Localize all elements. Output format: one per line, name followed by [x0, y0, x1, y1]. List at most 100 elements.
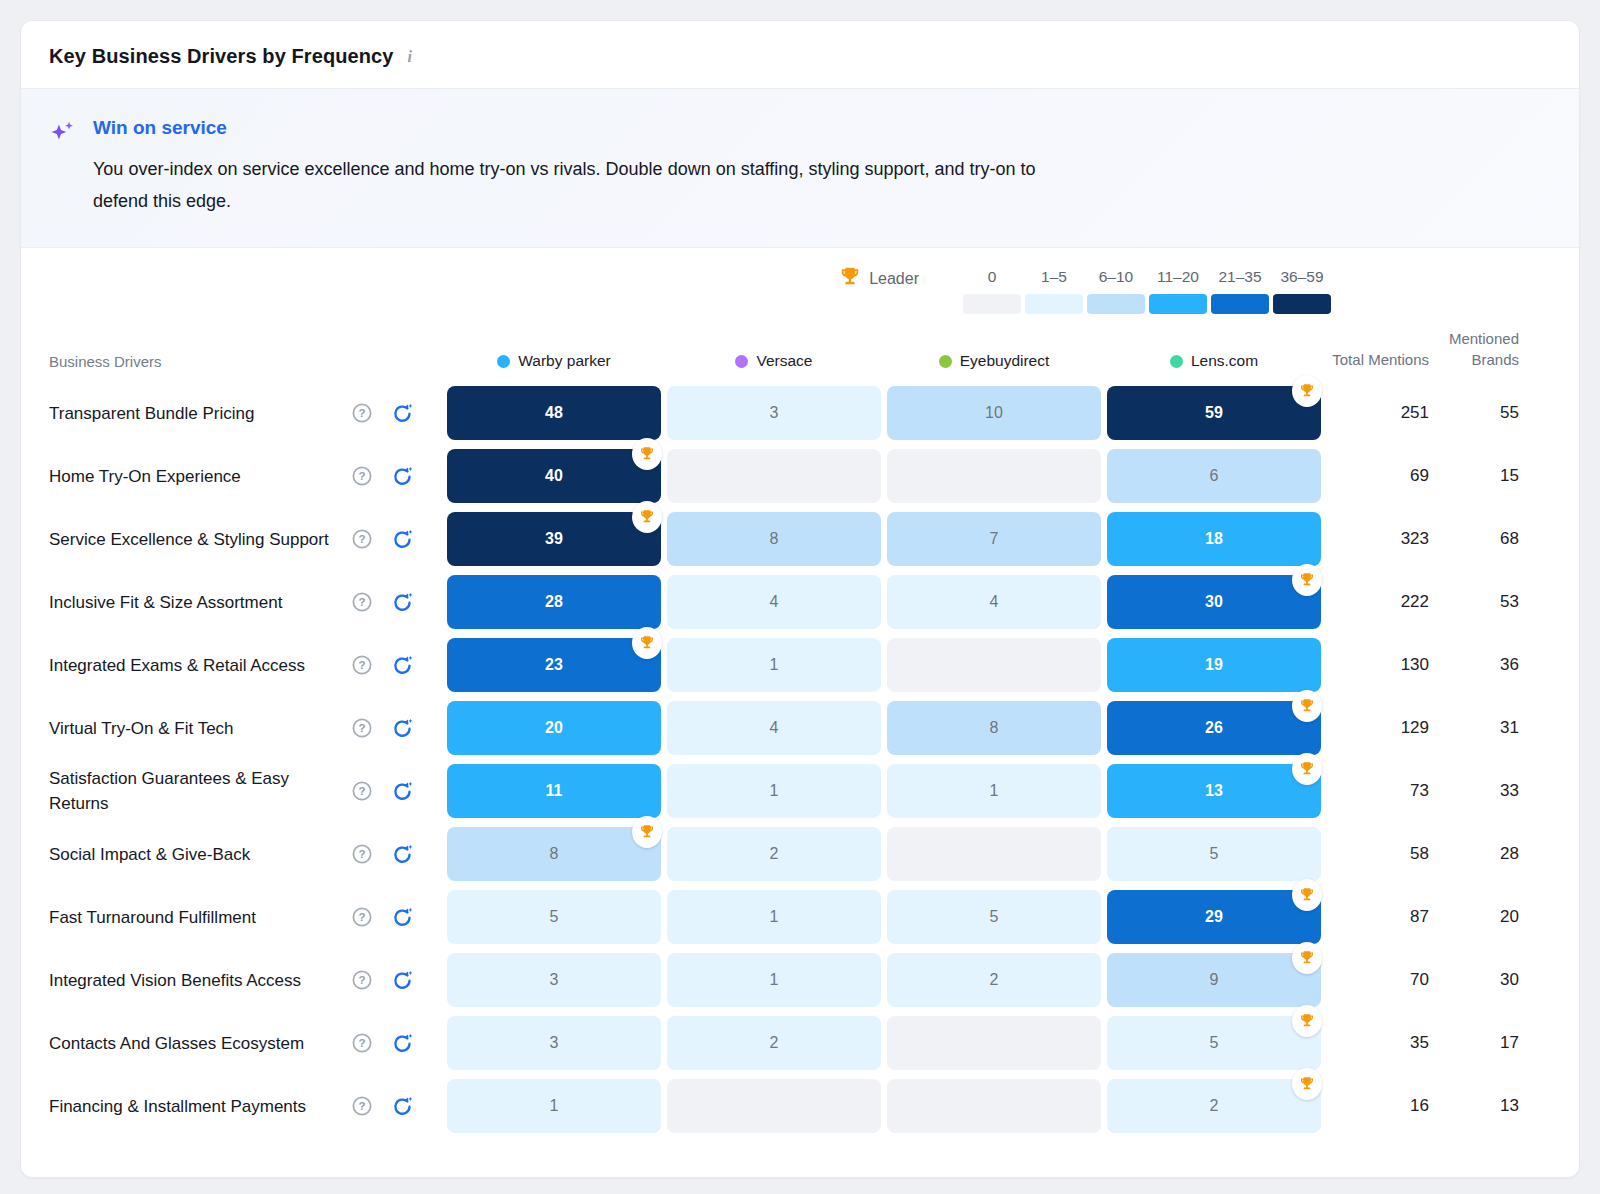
svg-text:?: ? — [359, 407, 366, 419]
driver-label: Social Impact & Give-Back — [49, 842, 343, 867]
drivers-column-header: Business Drivers — [49, 353, 343, 370]
cell-value: 6 — [1210, 467, 1219, 485]
help-icon[interactable]: ? — [349, 652, 375, 678]
cell-value: 2 — [770, 1034, 779, 1052]
table-row: Integrated Exams & Retail Access ? 23 1 … — [49, 638, 1519, 692]
mentioned-brands-header: Mentioned Brands — [1435, 328, 1519, 370]
heatmap-cell — [667, 1079, 881, 1133]
cell-value: 9 — [1210, 971, 1219, 989]
help-icon[interactable]: ? — [349, 967, 375, 993]
legend-bin-1–5: 1–5 — [1025, 268, 1083, 314]
mentioned-brands-value: 36 — [1435, 655, 1519, 675]
leader-trophy-badge — [632, 501, 662, 533]
svg-text:?: ? — [359, 1100, 366, 1112]
refresh-icon[interactable] — [389, 400, 415, 426]
heatmap-cell: 1 — [667, 638, 881, 692]
heatmap-cell: 4 — [667, 701, 881, 755]
driver-label: Home Try-On Experience — [49, 464, 343, 489]
cell-value: 28 — [545, 593, 563, 611]
heatmap-cell: 1 — [667, 764, 881, 818]
table-row: Virtual Try-On & Fit Tech ? 20 4 8 26 12… — [49, 701, 1519, 755]
refresh-icon[interactable] — [389, 463, 415, 489]
leader-trophy-badge — [632, 438, 662, 470]
help-icon[interactable]: ? — [349, 589, 375, 615]
driver-label: Virtual Try-On & Fit Tech — [49, 716, 343, 741]
table-row: Transparent Bundle Pricing ? 48 3 10 59 … — [49, 386, 1519, 440]
legend-leader: Leader — [839, 266, 919, 292]
cell-value: 3 — [770, 404, 779, 422]
cell-value: 1 — [770, 656, 779, 674]
refresh-icon[interactable] — [389, 1093, 415, 1119]
refresh-icon[interactable] — [389, 778, 415, 804]
help-icon[interactable]: ? — [349, 841, 375, 867]
cell-value: 40 — [545, 467, 563, 485]
heatmap-cell: 19 — [1107, 638, 1321, 692]
cell-value: 1 — [550, 1097, 559, 1115]
help-icon[interactable]: ? — [349, 904, 375, 930]
ai-insight-banner: Win on service You over-index on service… — [21, 89, 1579, 248]
legend-bin-label: 0 — [988, 268, 997, 286]
refresh-icon[interactable] — [389, 589, 415, 615]
driver-label: Inclusive Fit & Size Assortment — [49, 590, 343, 615]
svg-text:?: ? — [359, 722, 366, 734]
help-icon[interactable]: ? — [349, 715, 375, 741]
table-row: Satisfaction Guarantees & Easy Returns ?… — [49, 764, 1519, 818]
heatmap-cell: 48 — [447, 386, 661, 440]
heatmap-cell: 6 — [1107, 449, 1321, 503]
heatmap-cell: 18 — [1107, 512, 1321, 566]
info-icon[interactable]: i — [404, 48, 416, 66]
heatmap-cell: 8 — [887, 701, 1101, 755]
help-icon[interactable]: ? — [349, 463, 375, 489]
legend-bin-label: 1–5 — [1041, 268, 1067, 286]
legend-bin-swatch — [1087, 294, 1145, 314]
cell-value: 26 — [1205, 719, 1223, 737]
refresh-icon[interactable] — [389, 967, 415, 993]
heatmap-cell: 28 — [447, 575, 661, 629]
heatmap-cell: 8 — [667, 512, 881, 566]
heatmap-cell: 7 — [887, 512, 1101, 566]
help-icon[interactable]: ? — [349, 1093, 375, 1119]
legend-bin-6–10: 6–10 — [1087, 268, 1145, 314]
total-mentions-value: 73 — [1327, 781, 1429, 801]
heatmap-cell — [667, 449, 881, 503]
heatmap-cell: 5 — [887, 890, 1101, 944]
mentioned-brands-value: 20 — [1435, 907, 1519, 927]
driver-label: Satisfaction Guarantees & Easy Returns — [49, 766, 343, 816]
cell-value: 8 — [550, 845, 559, 863]
heatmap-cell: 13 — [1107, 764, 1321, 818]
heatmap-cell: 5 — [1107, 827, 1321, 881]
cell-value: 7 — [990, 530, 999, 548]
driver-label: Service Excellence & Styling Support — [49, 527, 343, 552]
svg-text:?: ? — [359, 974, 366, 986]
heatmap-cell: 3 — [447, 1016, 661, 1070]
refresh-icon[interactable] — [389, 715, 415, 741]
heatmap-cell: 1 — [887, 764, 1101, 818]
leader-trophy-badge — [1292, 690, 1322, 722]
table-row: Contacts And Glasses Ecosystem ? 3 2 5 3… — [49, 1016, 1519, 1070]
help-icon[interactable]: ? — [349, 526, 375, 552]
key-business-drivers-card: Key Business Drivers by Frequency i Win … — [20, 20, 1580, 1178]
refresh-icon[interactable] — [389, 841, 415, 867]
brand-dot-icon — [1170, 355, 1183, 368]
help-icon[interactable]: ? — [349, 1030, 375, 1056]
cell-value: 20 — [545, 719, 563, 737]
heatmap-cell — [887, 449, 1101, 503]
refresh-icon[interactable] — [389, 652, 415, 678]
heatmap-cell: 3 — [667, 386, 881, 440]
mentioned-brands-value: 17 — [1435, 1033, 1519, 1053]
driver-label: Fast Turnaround Fulfillment — [49, 905, 343, 930]
cell-value: 1 — [770, 971, 779, 989]
refresh-icon[interactable] — [389, 904, 415, 930]
refresh-icon[interactable] — [389, 1030, 415, 1056]
refresh-icon[interactable] — [389, 526, 415, 552]
legend-bin-label: 36–59 — [1280, 268, 1323, 286]
legend-bin-0: 0 — [963, 268, 1021, 314]
help-icon[interactable]: ? — [349, 778, 375, 804]
heatmap-cell: 29 — [1107, 890, 1321, 944]
svg-text:?: ? — [359, 470, 366, 482]
leader-trophy-badge — [1292, 564, 1322, 596]
help-icon[interactable]: ? — [349, 400, 375, 426]
brand-header-versace: Versace — [667, 352, 881, 370]
total-mentions-value: 222 — [1327, 592, 1429, 612]
heatmap-cell: 26 — [1107, 701, 1321, 755]
